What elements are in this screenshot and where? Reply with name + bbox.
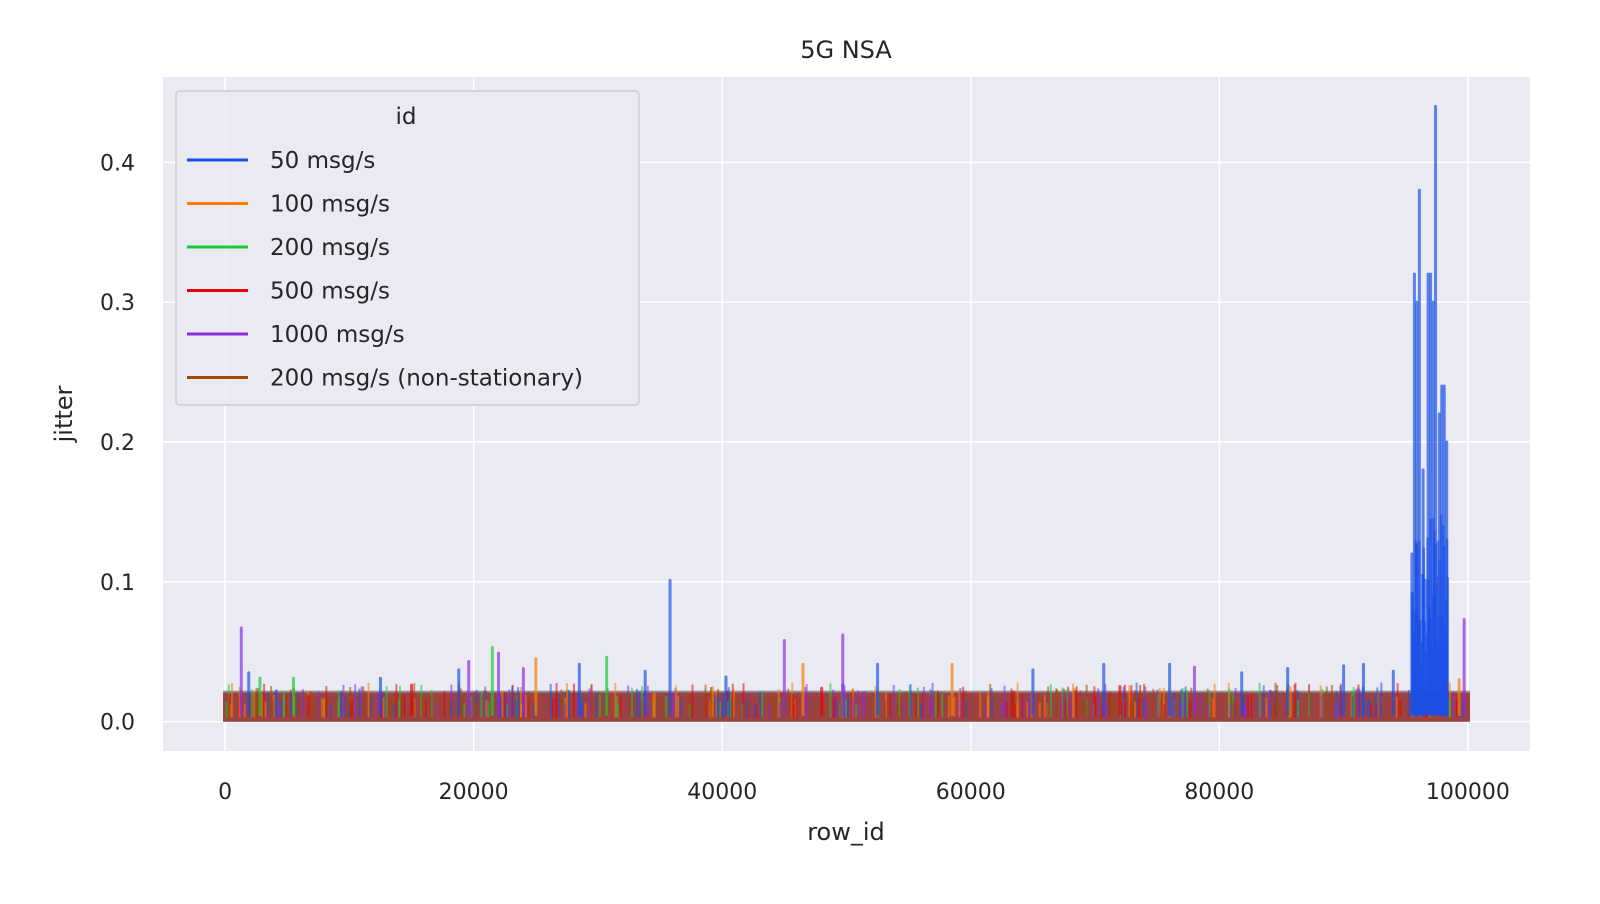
x-tick-label: 40000 xyxy=(687,780,757,805)
legend-label-5: 200 msg/s (non-stationary) xyxy=(270,366,583,392)
x-axis-label: row_id xyxy=(807,818,885,846)
legend-label-1: 100 msg/s xyxy=(270,192,390,218)
series-200-msg-s-non-stationary- xyxy=(748,699,1116,717)
x-tick-label: 20000 xyxy=(439,780,509,805)
series-100-msg-s xyxy=(534,657,1461,717)
y-tick-label: 0.1 xyxy=(100,571,135,596)
y-axis-label: jitter xyxy=(50,385,78,443)
legend-entries: 50 msg/s 100 msg/s 200 msg/s 500 msg/s 1000 … xyxy=(187,148,583,392)
x-tick-label: 100000 xyxy=(1426,780,1510,805)
y-axis-ticks: 0.0 0.1 0.2 0.3 0.4 xyxy=(100,151,135,735)
legend-box xyxy=(175,90,640,406)
legend: id 50 msg/s 100 msg/s 200 msg/s 500 msg/s 10… xyxy=(175,90,640,406)
x-tick-label: 0 xyxy=(218,780,232,805)
legend-label-2: 200 msg/s xyxy=(270,235,390,261)
chart-title: 5G NSA xyxy=(800,36,892,64)
baseline-band xyxy=(223,682,1470,722)
legend-title: id xyxy=(396,104,417,130)
series-200-msg-s xyxy=(258,646,609,717)
y-tick-label: 0.2 xyxy=(100,431,135,456)
series-layer xyxy=(239,104,1466,717)
legend-label-4: 1000 msg/s xyxy=(270,322,405,348)
series-1000-msg-s xyxy=(239,618,1466,717)
x-axis-ticks: 0 20000 40000 60000 80000 100000 xyxy=(218,780,1510,805)
y-tick-label: 0.0 xyxy=(100,711,135,736)
y-tick-label: 0.4 xyxy=(100,151,135,176)
x-tick-label: 80000 xyxy=(1184,780,1254,805)
y-tick-label: 0.3 xyxy=(100,291,135,316)
legend-label-3: 500 msg/s xyxy=(270,279,390,305)
series-50-msg-s-burst xyxy=(1410,515,1449,715)
x-tick-label: 60000 xyxy=(936,780,1006,805)
legend-label-0: 50 msg/s xyxy=(270,148,375,174)
series-500-msg-s xyxy=(410,683,1122,717)
